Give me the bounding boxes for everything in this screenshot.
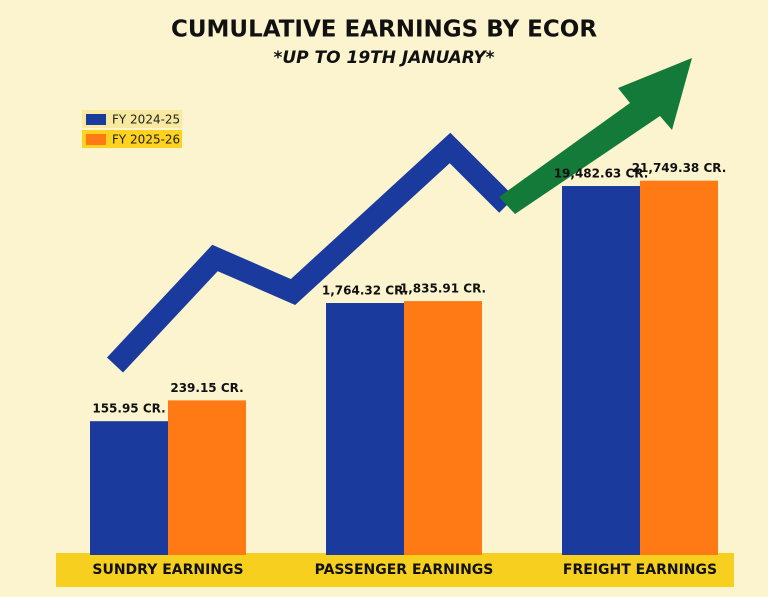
legend-label: FY 2025-26 xyxy=(112,133,180,147)
x-tick-label: SUNDRY EARNINGS xyxy=(92,562,243,578)
value-label: 1,835.91 CR. xyxy=(400,282,486,296)
bar xyxy=(562,186,640,555)
arrow-head xyxy=(499,58,692,214)
value-label: 155.95 CR. xyxy=(92,402,165,416)
bar xyxy=(168,400,246,555)
legend-label: FY 2024-25 xyxy=(112,113,180,127)
legend-swatch xyxy=(82,110,182,128)
value-label: 1,764.32 CR. xyxy=(322,284,408,298)
legend-swatch xyxy=(86,114,106,125)
x-tick-label: PASSENGER EARNINGS xyxy=(315,562,494,578)
bar xyxy=(404,301,482,555)
bar xyxy=(90,421,168,555)
legend-swatch xyxy=(86,134,106,145)
bar xyxy=(640,180,718,555)
chart-title: CUMULATIVE EARNINGS BY ECOR xyxy=(171,17,597,43)
chart-subtitle: *UP TO 19TH JANUARY* xyxy=(273,48,494,68)
trend-arrow xyxy=(106,132,515,373)
legend-swatch xyxy=(82,130,182,148)
x-tick-label: FREIGHT EARNINGS xyxy=(563,562,717,578)
value-label: 19,482.63 CR. xyxy=(554,167,649,181)
value-label: 21,749.38 CR. xyxy=(632,161,727,175)
category-band xyxy=(56,553,734,587)
value-label: 239.15 CR. xyxy=(170,381,243,395)
bar xyxy=(326,303,404,555)
